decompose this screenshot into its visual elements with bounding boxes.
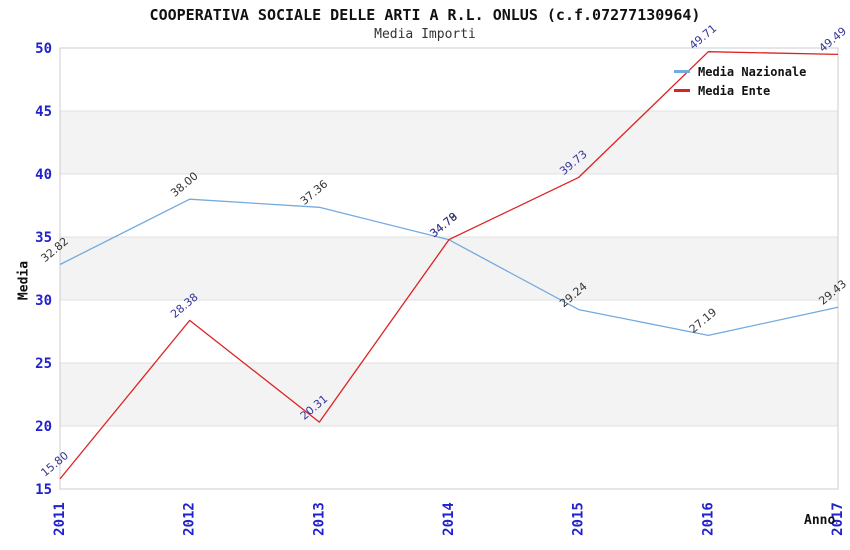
svg-text:2013: 2013: [311, 502, 327, 536]
svg-text:35: 35: [35, 230, 52, 246]
svg-text:2014: 2014: [441, 502, 457, 536]
svg-text:45: 45: [35, 104, 52, 120]
legend-swatch-media-nazionale: [674, 70, 690, 73]
legend-label-media-nazionale: Media Nazionale: [698, 64, 807, 79]
x-axis-title: Anno: [804, 513, 836, 528]
svg-text:15: 15: [35, 482, 52, 498]
chart-subtitle: Media Importi: [374, 27, 476, 42]
legend: Media Nazionale Media Ente: [674, 62, 806, 100]
svg-text:15.80: 15.80: [39, 449, 71, 479]
svg-text:37.36: 37.36: [298, 177, 330, 207]
svg-text:27.19: 27.19: [687, 306, 719, 336]
legend-swatch-media-ente: [674, 89, 690, 92]
svg-text:40: 40: [35, 167, 52, 183]
y-axis-title: Media: [16, 260, 32, 301]
chart-title: COOPERATIVA SOCIALE DELLE ARTI A R.L. ON…: [149, 6, 701, 24]
svg-text:2016: 2016: [700, 502, 716, 536]
svg-text:34.79: 34.79: [428, 210, 460, 240]
svg-text:2017: 2017: [830, 502, 846, 536]
legend-label-media-ente: Media Ente: [698, 83, 771, 98]
svg-text:2011: 2011: [52, 502, 68, 536]
svg-text:50: 50: [35, 41, 52, 57]
svg-text:2015: 2015: [571, 502, 587, 536]
svg-text:20: 20: [35, 419, 52, 435]
legend-item-media-ente: Media Ente: [674, 81, 806, 100]
svg-text:30: 30: [35, 293, 52, 309]
svg-text:2012: 2012: [182, 502, 198, 536]
svg-text:25: 25: [35, 356, 52, 372]
legend-item-media-nazionale: Media Nazionale: [674, 62, 806, 81]
